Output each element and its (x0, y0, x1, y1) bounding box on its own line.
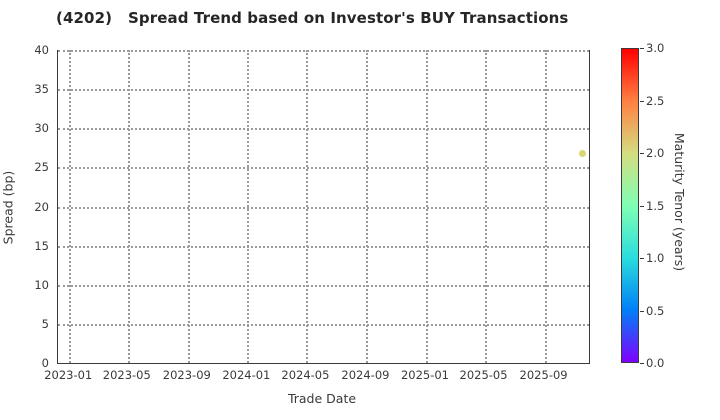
colorbar-tick-mark (640, 48, 644, 49)
colorbar-tick-label: 2.5 (646, 93, 665, 108)
x-gridline (247, 50, 250, 363)
x-gridline (425, 50, 428, 363)
y-tick-label: 40 (34, 43, 49, 57)
y-gridline (58, 323, 589, 326)
y-gridline (58, 245, 589, 248)
y-gridline (58, 284, 589, 287)
y-tick-label: 35 (34, 82, 49, 97)
x-axis-label: Trade Date (287, 391, 357, 406)
scatter-point (579, 149, 587, 157)
colorbar-tick-mark (640, 363, 644, 364)
colorbar-tick-mark (640, 205, 644, 207)
x-tick-label: 2024-01 (222, 368, 271, 382)
y-gridline (58, 128, 589, 131)
colorbar-tick-label: 2.0 (646, 146, 665, 160)
y-tick-label: 0 (41, 356, 49, 370)
colorbar-tick-mark (640, 100, 644, 102)
x-tick-label: 2025-09 (519, 368, 568, 382)
y-tick-label: 25 (34, 160, 49, 175)
colorbar-tick-mark (640, 153, 644, 154)
x-gridline (127, 50, 130, 363)
colorbar-tick-label: 3.0 (646, 41, 665, 55)
x-gridline (366, 50, 369, 363)
y-tick-label: 30 (34, 121, 49, 136)
x-tick-label: 2025-01 (400, 368, 450, 382)
x-tick-label: 2025-05 (459, 368, 508, 382)
y-tick-label: 10 (34, 277, 49, 292)
plot-area (57, 50, 590, 364)
x-gridline (306, 50, 309, 363)
x-tick-label: 2023-05 (102, 368, 151, 382)
y-gridline (58, 206, 589, 209)
y-gridline (58, 50, 589, 52)
x-tick-label: 2023-09 (162, 368, 211, 382)
y-gridline (58, 89, 589, 92)
y-tick-label: 5 (41, 316, 49, 331)
colorbar-label: Maturity Tenor (years) (672, 132, 687, 272)
colorbar-tick-label: 0.0 (646, 356, 665, 370)
colorbar-tick-mark (640, 310, 644, 312)
colorbar-tick-mark (640, 258, 644, 259)
colorbar-tick-label: 1.5 (646, 198, 665, 213)
x-tick-label: 2024-09 (341, 368, 390, 382)
chart-title: (4202) Spread Trend based on Investor's … (56, 9, 569, 27)
x-gridline (187, 50, 190, 363)
x-gridline (69, 50, 72, 363)
y-tick-label: 15 (34, 238, 49, 253)
colorbar-tick-label: 1.0 (646, 251, 665, 265)
x-tick-label: 2023-01 (44, 368, 93, 382)
y-tick-label: 20 (34, 199, 49, 214)
y-gridline (58, 167, 589, 170)
colorbar-gradient (621, 48, 639, 363)
x-gridline (544, 50, 547, 363)
colorbar-tick-label: 0.5 (646, 303, 665, 318)
x-gridline (484, 50, 487, 363)
x-tick-label: 2024-05 (281, 368, 330, 382)
